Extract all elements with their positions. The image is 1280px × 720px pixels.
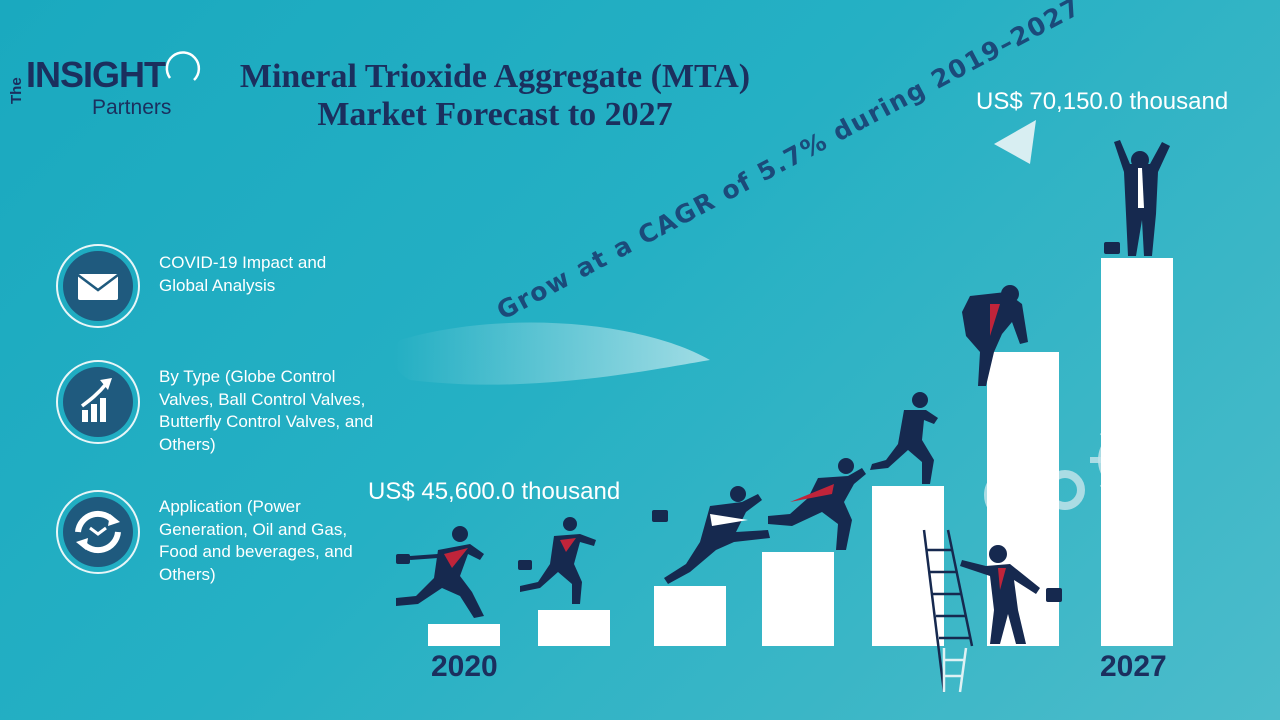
businessman-climbing-icon xyxy=(962,285,1028,386)
businessman-jumping-icon xyxy=(652,486,770,584)
feature-application: Application (Power Generation, Oil and G… xyxy=(56,490,386,584)
bar-step-3 xyxy=(654,586,726,646)
growth-chart-icon xyxy=(56,360,140,444)
envelope-icon xyxy=(56,244,140,328)
feature-text: By Type (Globe Control Valves, Ball Cont… xyxy=(159,367,374,454)
feature-by-type: By Type (Globe Control Valves, Ball Cont… xyxy=(56,360,386,454)
feature-covid-impact: COVID-19 Impact and Global Analysis xyxy=(56,244,386,334)
ladder-icon xyxy=(922,529,974,693)
end-year-label: 2027 xyxy=(1100,650,1167,683)
title-line-1: Mineral Trioxide Aggregate (MTA) xyxy=(239,58,751,95)
swoosh-decoration xyxy=(393,322,710,385)
logo-insight-text: INSIGHT xyxy=(26,54,166,95)
start-year-label: 2020 xyxy=(431,650,498,683)
handshake-icon xyxy=(56,490,140,574)
bar-step-4 xyxy=(762,552,834,646)
businessman-leaping-icon xyxy=(768,458,866,550)
businessman-pushing-icon xyxy=(960,545,1062,644)
logo-the-text: The xyxy=(8,77,25,104)
forecast-value-label: US$ 70,150.0 thousand xyxy=(976,88,1229,115)
feature-text: COVID-19 Impact and Global Analysis xyxy=(159,253,327,295)
page-title: Mineral Trioxide Aggregate (MTA) Market … xyxy=(200,58,790,134)
logo-partners-text: Partners xyxy=(92,96,172,119)
base-value-label: US$ 45,600.0 thousand xyxy=(368,478,621,505)
logo-arc-icon xyxy=(165,51,201,81)
arrow-head-icon xyxy=(994,120,1036,164)
bar-step-2 xyxy=(538,610,610,646)
bar-step-1 xyxy=(428,624,500,646)
title-line-2: Market Forecast to 2027 xyxy=(317,96,673,133)
bar-step-7 xyxy=(1101,258,1173,646)
businessman-running-icon xyxy=(396,526,484,618)
bar-step-5 xyxy=(872,486,944,646)
businesswoman-climbing-icon xyxy=(870,392,938,484)
feature-text: Application (Power Generation, Oil and G… xyxy=(159,497,353,584)
brand-logo: The INSIGHT Partners xyxy=(6,46,206,126)
businessman-celebrating-icon xyxy=(1104,140,1170,256)
businesswoman-running-icon xyxy=(518,517,596,604)
